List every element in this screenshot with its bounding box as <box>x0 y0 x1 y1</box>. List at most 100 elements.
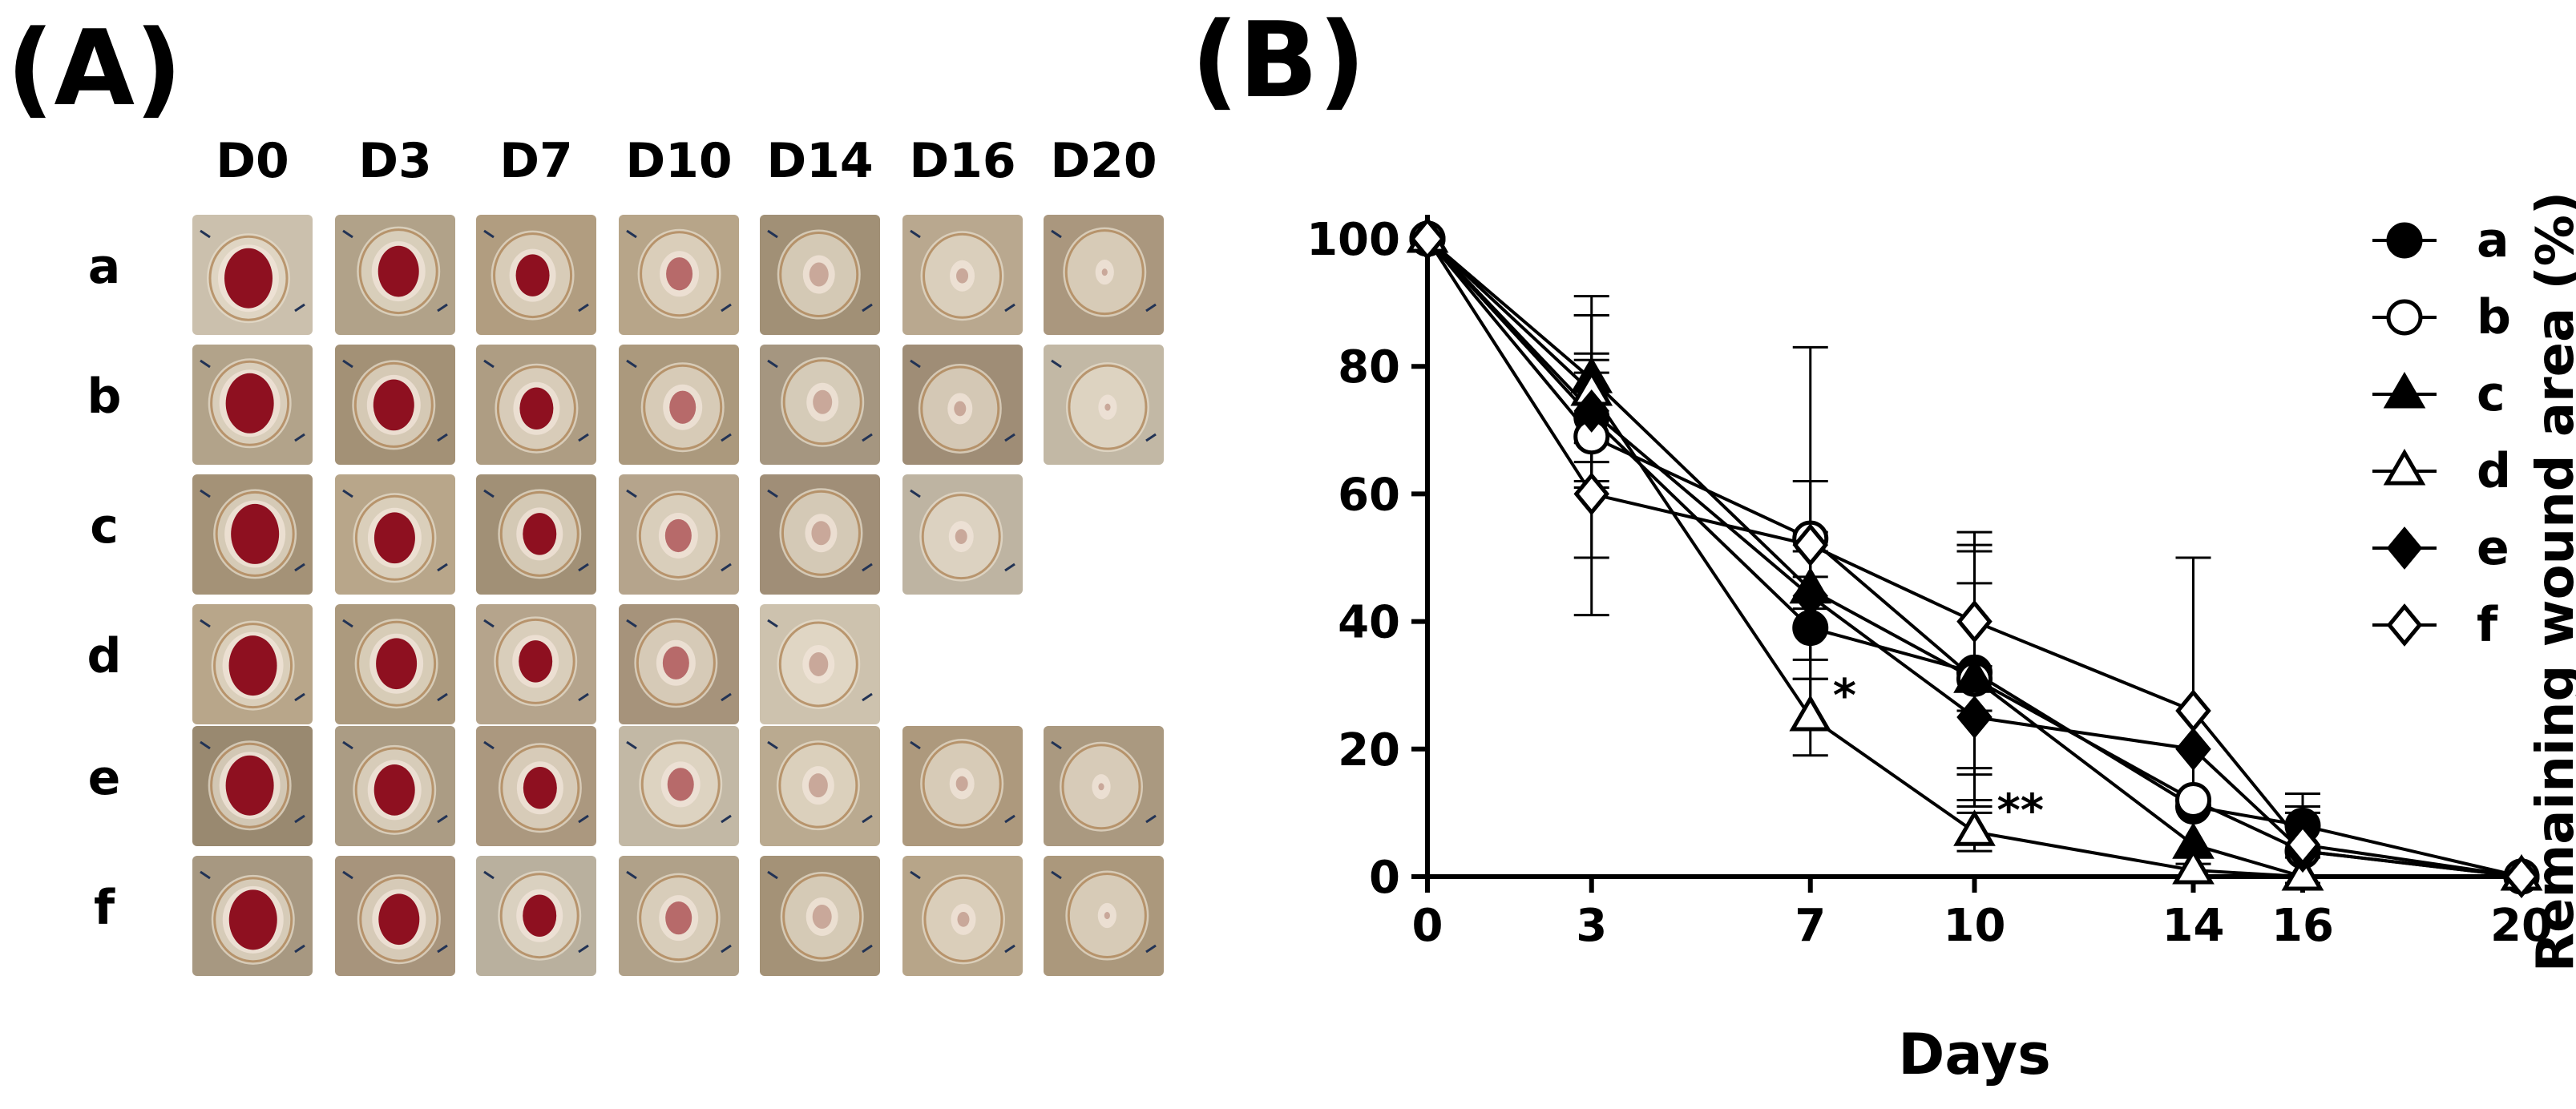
x-tick-label: 14 <box>2162 900 2225 952</box>
data-point-f <box>2175 689 2211 732</box>
data-point-c <box>1953 656 1996 693</box>
legend-marker-d <box>2383 449 2426 486</box>
wound-photo-f-d3 <box>335 856 455 976</box>
legend-label-d: d <box>2477 443 2511 499</box>
wound-photo-d-d3 <box>335 604 455 724</box>
data-point-d <box>1953 809 1996 846</box>
wound-photo-b-d14 <box>760 345 880 465</box>
y-axis-label: Remaining wound area (%) <box>2526 192 2576 972</box>
significance-marker: * <box>1833 670 1856 722</box>
wound-photo-f-d14 <box>760 856 880 976</box>
wound-photo-e-d10 <box>619 726 739 846</box>
wound-photo-f-d20 <box>1044 856 1164 976</box>
wound-photo-c-d7 <box>476 474 596 595</box>
data-point-f <box>1792 523 1828 567</box>
wound-photo-d-d0 <box>192 604 313 724</box>
wound-photo-a-d14 <box>760 215 880 335</box>
wound-photo-a-d3 <box>335 215 455 335</box>
wound-photo-a-d16 <box>902 215 1023 335</box>
data-point-d <box>2172 848 2215 885</box>
wound-photo-e-d7 <box>476 726 596 846</box>
wound-photo-d-d10 <box>619 604 739 724</box>
wound-photo-c-d0 <box>192 474 313 595</box>
data-point-f <box>1409 217 1446 260</box>
column-header-d7: D7 <box>499 133 573 189</box>
y-tick-label: 40 <box>1338 597 1400 649</box>
legend-label-c: c <box>2477 366 2505 422</box>
wound-photo-e-d3 <box>335 726 455 846</box>
wound-photo-d-d7 <box>476 604 596 724</box>
x-tick-label: 7 <box>1795 900 1826 952</box>
legend-marker-f <box>2386 603 2423 647</box>
panel-b-label: (B) <box>1191 0 1366 121</box>
x-tick-label: 10 <box>1944 900 2006 952</box>
data-point-f <box>2284 823 2321 867</box>
legend-label-b: b <box>2477 289 2511 345</box>
legend-marker-b <box>2386 299 2423 336</box>
wound-photo-c-d3 <box>335 474 455 595</box>
y-tick-label: 100 <box>1306 214 1400 266</box>
legend-marker-c <box>2383 372 2426 409</box>
data-point-f <box>1956 599 1993 643</box>
column-header-d3: D3 <box>358 133 432 189</box>
data-point-e <box>1573 389 1609 433</box>
data-point-e <box>1792 574 1828 618</box>
wound-photo-f-d16 <box>902 856 1023 976</box>
row-header-e: e <box>87 750 121 806</box>
wound-photo-f-d10 <box>619 856 739 976</box>
wound-photo-c-d14 <box>760 474 880 595</box>
wound-photo-e-d14 <box>760 726 880 846</box>
x-tick-label: 16 <box>2271 900 2334 952</box>
row-header-d: d <box>87 628 122 684</box>
column-header-d20: D20 <box>1050 133 1157 189</box>
data-point-f <box>1573 472 1609 516</box>
wound-photo-c-d10 <box>619 474 739 595</box>
wound-photo-f-d0 <box>192 856 313 976</box>
y-tick-label: 60 <box>1338 469 1400 521</box>
wound-photo-a-d20 <box>1044 215 1164 335</box>
column-header-d14: D14 <box>766 133 874 189</box>
x-tick-label: 3 <box>1576 900 1607 952</box>
data-point-f <box>2503 855 2540 898</box>
data-point-d <box>2281 854 2324 891</box>
column-header-d16: D16 <box>909 133 1016 189</box>
panel-a-label: (A) <box>6 7 183 129</box>
row-header-a: a <box>87 239 121 295</box>
wound-photo-c-d16 <box>902 474 1023 595</box>
legend-label-a: a <box>2477 212 2509 268</box>
x-tick-label: 20 <box>2490 900 2553 952</box>
row-header-f: f <box>93 880 115 936</box>
wound-photo-b-d3 <box>335 345 455 465</box>
wound-photo-a-d10 <box>619 215 739 335</box>
wound-photo-d-d14 <box>760 604 880 724</box>
y-tick-label: 80 <box>1338 341 1400 393</box>
wound-photo-b-d10 <box>619 345 739 465</box>
y-tick-label: 20 <box>1338 724 1400 776</box>
wound-photo-a-d0 <box>192 215 313 335</box>
row-header-c: c <box>90 498 119 554</box>
wound-area-line-chart: 0 20 40 60 80 100 0 3 7 10 14 16 20 Days Remaining wou… <box>1306 192 2576 1087</box>
significance-marker: ** <box>1997 784 2045 837</box>
x-axis-label: Days <box>1898 1022 2050 1087</box>
column-header-d0: D0 <box>216 133 289 189</box>
legend-marker-a <box>2386 222 2423 259</box>
y-tick-label: 0 <box>1369 852 1400 904</box>
legend-marker-e <box>2386 526 2423 570</box>
wound-photo-b-d20 <box>1044 345 1164 465</box>
data-point-e <box>2175 727 2211 771</box>
wound-photo-b-d7 <box>476 345 596 465</box>
column-header-d10: D10 <box>625 133 733 189</box>
wound-photo-f-d7 <box>476 856 596 976</box>
wound-photo-a-d7 <box>476 215 596 335</box>
data-point-d <box>1789 695 1832 732</box>
legend-label-e: e <box>2477 520 2509 576</box>
wound-photo-e-d0 <box>192 726 313 846</box>
row-header-b: b <box>87 369 122 425</box>
wound-photo-b-d16 <box>902 345 1023 465</box>
wound-photo-e-d20 <box>1044 726 1164 846</box>
data-point-e <box>1956 696 1993 739</box>
wound-photo-e-d16 <box>902 726 1023 846</box>
data-point-b <box>2175 781 2211 818</box>
x-tick-label: 0 <box>1412 900 1443 952</box>
wound-photo-b-d0 <box>192 345 313 465</box>
